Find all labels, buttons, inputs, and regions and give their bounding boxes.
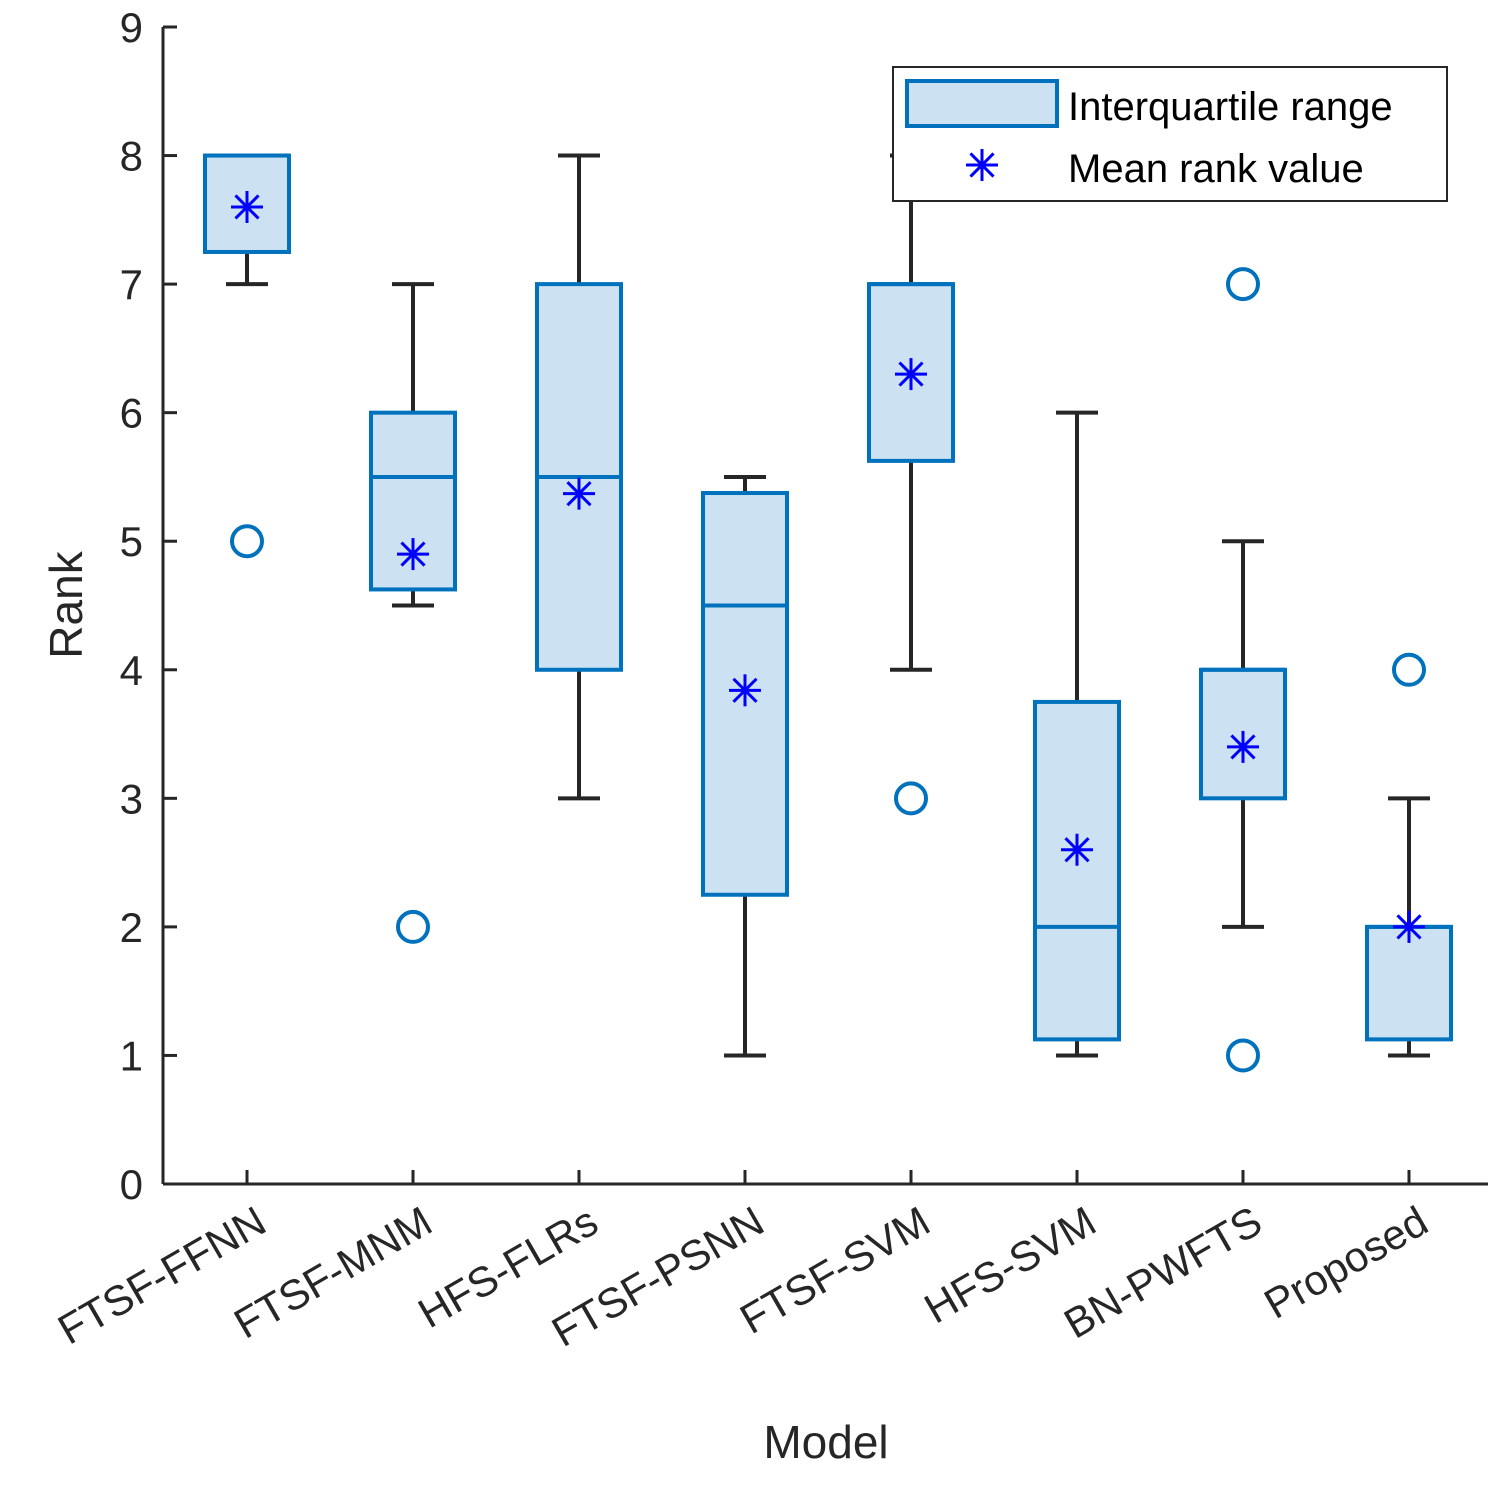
y-tick-label-8: 8	[120, 133, 143, 180]
box-series	[203, 153, 1453, 1073]
iqr-box	[1033, 699, 1121, 1042]
mean-marker	[1227, 730, 1259, 763]
box-hfs-svm	[1033, 410, 1121, 1058]
mean-marker-stroke-3	[732, 677, 758, 703]
legend: Interquartile range Mean rank value	[892, 66, 1448, 202]
box-bn-pwfts	[1199, 267, 1287, 1073]
outlier-1	[230, 524, 264, 559]
x-tick-label-proposed: Proposed	[1256, 1197, 1435, 1328]
y-tick-label-6: 6	[120, 390, 143, 437]
mean-marker	[1393, 910, 1425, 943]
mean-marker	[729, 674, 761, 707]
y-tick-label-9: 9	[120, 4, 143, 51]
box-hfs-flrs	[535, 153, 623, 801]
box-proposed	[1365, 652, 1453, 1058]
mean-marker	[895, 358, 927, 391]
iqr-box	[1365, 924, 1453, 1042]
y-tick-label-3: 3	[120, 775, 143, 822]
box-ftsf-svm	[867, 153, 955, 816]
y-axis-label: Rank	[40, 550, 92, 658]
box-ftsf-mnm	[369, 282, 457, 944]
x-axis-ticks: FTSF-FFNNFTSF-MNMHFS-FLRsFTSF-PSNNFTSF-S…	[50, 1170, 1436, 1356]
mean-marker-stroke-3	[566, 481, 592, 507]
mean-marker-stroke-3	[1064, 837, 1090, 863]
mean-marker	[231, 190, 263, 223]
mean-marker-stroke-3	[1396, 914, 1422, 940]
mean-marker	[397, 538, 429, 571]
box-ftsf-psnn	[701, 474, 789, 1058]
y-tick-label-4: 4	[120, 647, 143, 694]
y-axis-ticks: 0 1 2 3 4 5 6 7 8 9	[120, 4, 177, 1208]
outlier-1	[1392, 652, 1426, 687]
x-axis-label: Model	[763, 1416, 888, 1468]
legend-mean-label: Mean rank value	[1068, 147, 1364, 191]
outlier-1	[396, 909, 430, 944]
outlier-1	[1226, 267, 1260, 302]
mean-marker-stroke-3	[234, 194, 260, 220]
mean-marker	[1061, 833, 1093, 866]
mean-marker-stroke-3	[400, 541, 426, 567]
mean-marker-stroke-3	[898, 361, 924, 387]
outlier-2	[1226, 1038, 1260, 1073]
outlier-1	[894, 781, 928, 816]
y-tick-label-7: 7	[120, 261, 143, 308]
legend-frame	[892, 66, 1448, 202]
legend-star-glyph	[966, 149, 998, 181]
legend-iqr-swatch	[905, 79, 1059, 128]
mean-marker	[563, 477, 595, 510]
legend-iqr-label: Interquartile range	[1068, 85, 1393, 129]
y-tick-label-5: 5	[120, 518, 143, 565]
legend-star-glyph-stroke-3	[969, 152, 995, 178]
y-tick-label-1: 1	[120, 1032, 143, 1079]
mean-marker-stroke-3	[1230, 734, 1256, 760]
box-ftsf-ffnn	[203, 153, 291, 559]
y-tick-label-0: 0	[120, 1161, 143, 1208]
x-tick-label-ftsf-svm: FTSF-SVM	[732, 1197, 937, 1343]
y-tick-label-2: 2	[120, 904, 143, 951]
legend-mean-marker	[966, 149, 998, 181]
